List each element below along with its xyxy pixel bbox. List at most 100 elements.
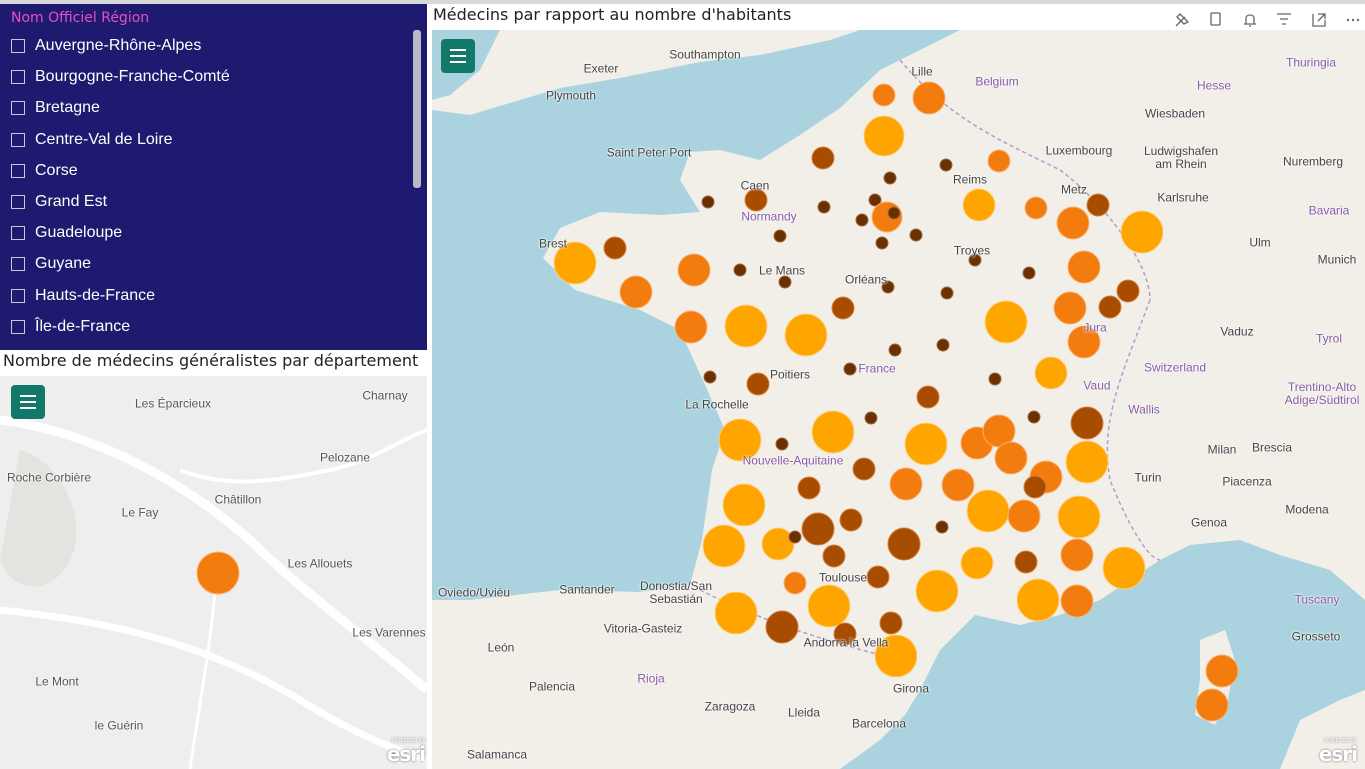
bubble[interactable] <box>940 286 954 300</box>
slicer-item[interactable]: Centre-Val de Loire <box>11 129 173 151</box>
bubble[interactable] <box>1016 578 1060 622</box>
bubble[interactable] <box>868 193 882 207</box>
checkbox[interactable] <box>11 288 25 303</box>
bubble[interactable] <box>1034 356 1068 390</box>
bubble[interactable] <box>831 296 855 320</box>
bubble[interactable] <box>904 422 948 466</box>
bubble[interactable] <box>817 200 831 214</box>
bubble[interactable] <box>801 512 835 546</box>
bubble[interactable] <box>887 206 901 220</box>
bubble[interactable] <box>935 520 949 534</box>
bubble[interactable] <box>872 83 896 107</box>
slicer-item[interactable]: Hauts-de-France <box>11 285 155 307</box>
slicer-item[interactable]: Grand Est <box>11 191 107 213</box>
checkbox[interactable] <box>11 195 25 209</box>
bubble[interactable] <box>888 343 902 357</box>
bubble[interactable] <box>788 530 802 544</box>
bubble[interactable] <box>744 188 768 212</box>
checkbox[interactable] <box>11 163 25 178</box>
bubble[interactable] <box>881 280 895 294</box>
bubble[interactable] <box>722 483 766 527</box>
bubble[interactable] <box>619 275 653 309</box>
bubble[interactable] <box>1014 550 1038 574</box>
checkbox[interactable] <box>11 257 25 272</box>
slicer-item[interactable]: Corse <box>11 160 78 182</box>
bubble[interactable] <box>962 188 996 222</box>
slicer-item[interactable]: Auvergne-Rhône-Alpes <box>11 35 201 57</box>
more-icon[interactable] <box>1346 18 1360 22</box>
bubble[interactable] <box>1070 406 1104 440</box>
bubble[interactable] <box>807 584 851 628</box>
bubble[interactable] <box>797 476 821 500</box>
pin-icon[interactable] <box>1175 13 1190 27</box>
checkbox[interactable] <box>11 39 25 53</box>
bubble[interactable] <box>984 300 1028 344</box>
bubble[interactable] <box>1067 250 1101 284</box>
bubble[interactable] <box>966 489 1010 533</box>
bubble[interactable] <box>1007 499 1041 533</box>
bubble[interactable] <box>677 253 711 287</box>
bubble[interactable] <box>852 457 876 481</box>
checkbox[interactable] <box>11 101 25 116</box>
bubble[interactable] <box>855 213 869 227</box>
slicer-item[interactable]: Bourgogne-Franche-Comté <box>11 66 230 88</box>
bubble[interactable] <box>702 524 746 568</box>
bubble[interactable] <box>701 195 715 209</box>
bubble[interactable] <box>674 310 708 344</box>
filter-icon[interactable] <box>1277 13 1291 25</box>
bubble[interactable] <box>1098 295 1122 319</box>
slicer-item[interactable]: Bretagne <box>11 97 100 119</box>
bubble[interactable] <box>833 622 857 646</box>
bubble[interactable] <box>941 468 975 502</box>
bubble[interactable] <box>1057 495 1101 539</box>
bubble[interactable] <box>603 236 627 260</box>
main-map[interactable] <box>432 30 1365 769</box>
small-map[interactable] <box>0 376 427 769</box>
bubble[interactable] <box>775 437 789 451</box>
bubble[interactable] <box>960 546 994 580</box>
bubble[interactable] <box>778 275 792 289</box>
bubble[interactable] <box>718 418 762 462</box>
slicer-item[interactable]: Île-de-France <box>11 316 130 338</box>
bubble[interactable] <box>1195 688 1229 722</box>
checkbox[interactable] <box>11 70 25 85</box>
bubble[interactable] <box>916 385 940 409</box>
bubble[interactable] <box>874 634 918 678</box>
bubble[interactable] <box>909 228 923 242</box>
bubble[interactable] <box>1205 654 1239 688</box>
bubble[interactable] <box>196 551 240 595</box>
bubble[interactable] <box>883 171 897 185</box>
bubble[interactable] <box>994 441 1028 475</box>
bubble[interactable] <box>1060 538 1094 572</box>
bubble[interactable] <box>968 253 982 267</box>
small-map-menu[interactable] <box>11 385 45 419</box>
checkbox[interactable] <box>11 226 25 241</box>
bubble[interactable] <box>822 544 846 568</box>
bubble[interactable] <box>783 571 807 595</box>
bubble[interactable] <box>1024 196 1048 220</box>
bubble[interactable] <box>1023 475 1047 499</box>
bubble[interactable] <box>1120 210 1164 254</box>
bubble[interactable] <box>839 508 863 532</box>
bubble[interactable] <box>733 263 747 277</box>
bubble[interactable] <box>1022 266 1036 280</box>
checkbox[interactable] <box>11 319 25 334</box>
bubble[interactable] <box>843 362 857 376</box>
bubble[interactable] <box>987 149 1011 173</box>
bubble[interactable] <box>553 241 597 285</box>
checkbox[interactable] <box>11 132 25 147</box>
slicer-item[interactable]: Guyane <box>11 253 91 275</box>
focus-icon[interactable] <box>1312 13 1326 27</box>
bubble[interactable] <box>912 81 946 115</box>
bubble[interactable] <box>1053 291 1087 325</box>
bubble[interactable] <box>746 372 770 396</box>
bubble[interactable] <box>875 236 889 250</box>
bubble[interactable] <box>879 611 903 635</box>
bubble[interactable] <box>773 229 787 243</box>
bubble[interactable] <box>887 527 921 561</box>
bubble[interactable] <box>1060 584 1094 618</box>
bubble[interactable] <box>889 467 923 501</box>
bubble[interactable] <box>915 569 959 613</box>
bubble[interactable] <box>811 146 835 170</box>
bubble[interactable] <box>765 610 799 644</box>
